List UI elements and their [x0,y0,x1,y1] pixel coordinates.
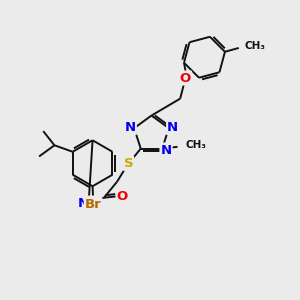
Text: O: O [180,71,191,85]
Text: N: N [160,143,172,157]
Text: O: O [117,190,128,203]
Text: N: N [125,121,136,134]
Text: N: N [167,121,178,134]
Text: NH: NH [77,196,100,209]
Text: CH₃: CH₃ [186,140,207,150]
Text: S: S [124,157,133,170]
Text: Br: Br [85,198,101,211]
Text: CH₃: CH₃ [245,41,266,52]
